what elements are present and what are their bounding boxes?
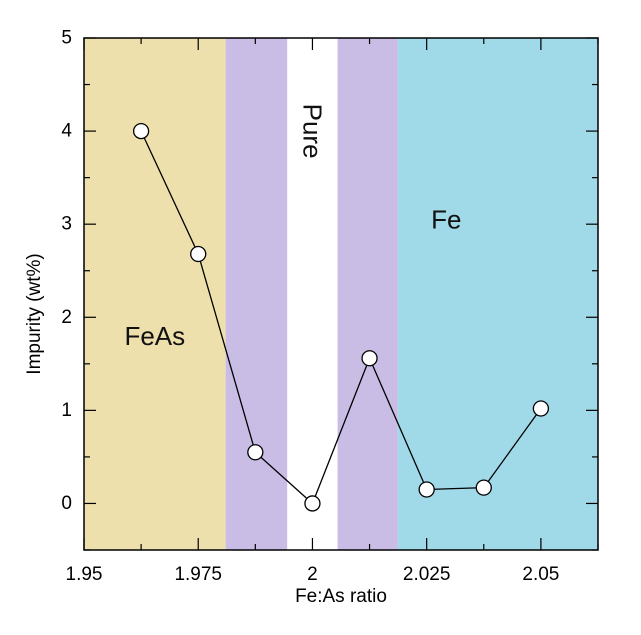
phase-region-boundary-3 <box>337 38 398 550</box>
data-point <box>475 479 492 496</box>
data-point <box>247 444 264 461</box>
region-label-fe: Fe <box>431 205 461 235</box>
phase-region-labels: FeAs Pure Fe <box>124 104 461 351</box>
data-point <box>132 122 150 140</box>
data-point <box>190 245 207 263</box>
data-point <box>532 400 550 417</box>
phase-regions <box>84 38 598 550</box>
series-line <box>140 130 542 505</box>
y-tick-label: 2 <box>61 307 72 328</box>
data-point <box>418 481 435 498</box>
impurity-series <box>132 122 550 512</box>
y-tick-label: 5 <box>61 28 72 49</box>
region-label-feas: FeAs <box>124 321 185 351</box>
x-tick-label: 1.975 <box>174 564 222 585</box>
y-tick-label: 0 <box>61 493 72 514</box>
x-tick-label: 2.05 <box>522 564 559 585</box>
x-axis-label: Fe:As ratio <box>295 586 387 607</box>
axis-tick-labels: 1.95 1.975 2 2.025 2.05 0 1 2 3 4 5 <box>61 28 559 586</box>
phase-region-pure <box>287 38 338 550</box>
axis-ticks <box>83 37 599 551</box>
phase-region-feas <box>84 38 226 550</box>
y-tick-label: 4 <box>61 121 72 142</box>
x-tick-label: 2.025 <box>403 564 451 585</box>
data-point <box>361 350 378 367</box>
plot-frame <box>83 37 599 551</box>
region-label-pure: Pure <box>297 104 327 159</box>
x-tick-label: 2 <box>307 564 318 585</box>
phase-region-boundary-1 <box>225 38 288 550</box>
y-tick-label: 3 <box>61 214 72 235</box>
x-tick-label: 1.95 <box>66 564 103 585</box>
y-tick-label: 1 <box>61 400 72 421</box>
y-axis-label: Impurity (wt%) <box>24 253 45 374</box>
phase-region-fe <box>397 38 598 550</box>
data-point <box>304 495 321 512</box>
